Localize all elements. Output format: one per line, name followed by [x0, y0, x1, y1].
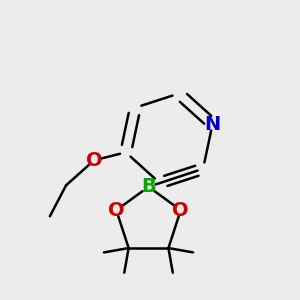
Text: N: N	[204, 115, 221, 134]
Text: O: O	[172, 201, 189, 220]
Text: O: O	[86, 151, 102, 170]
Text: O: O	[108, 201, 124, 220]
Text: B: B	[141, 177, 156, 196]
